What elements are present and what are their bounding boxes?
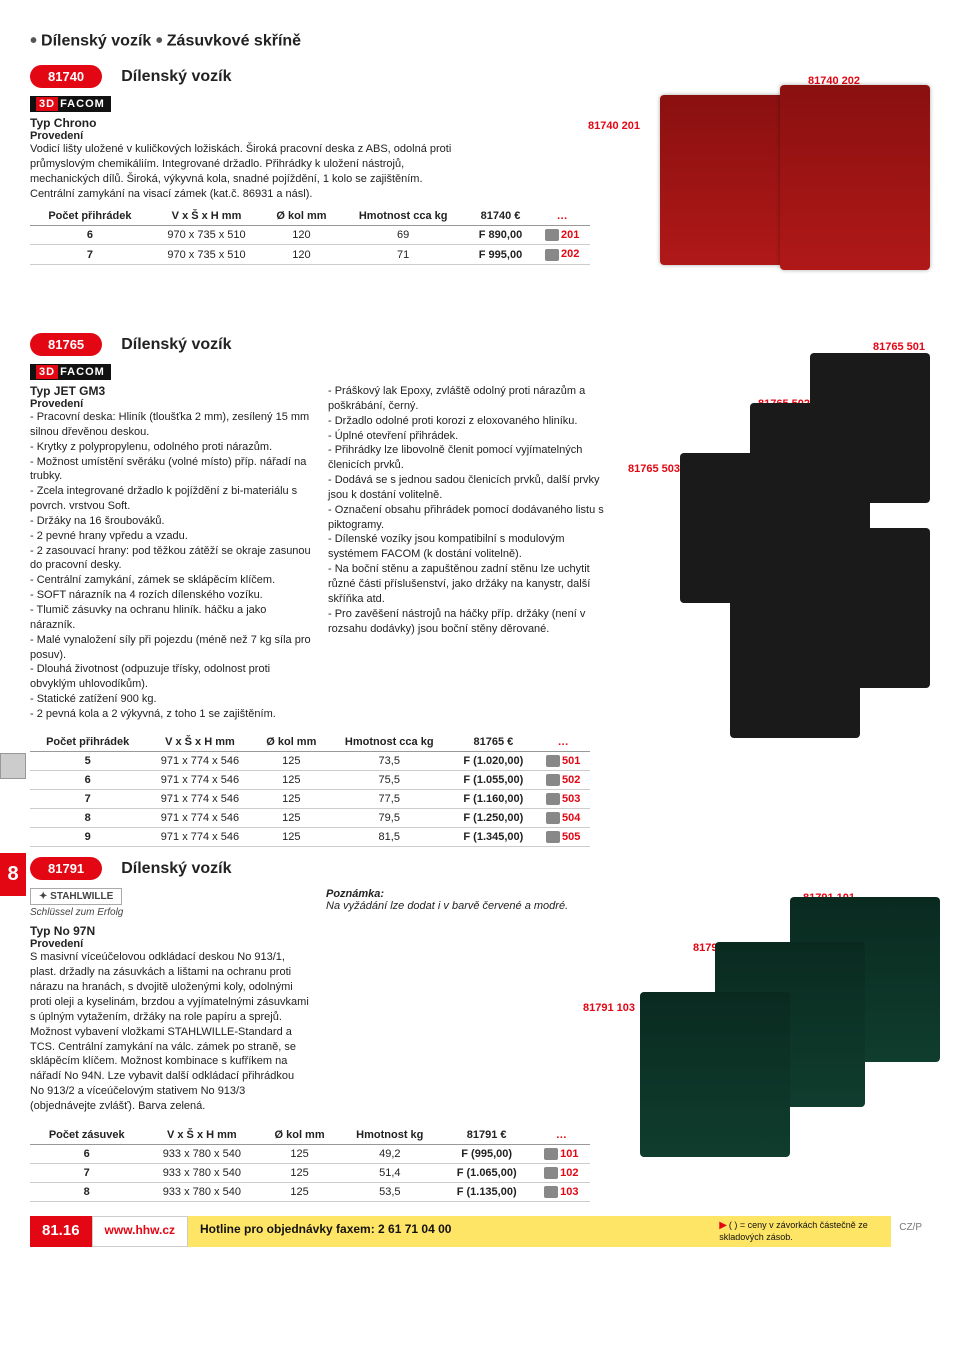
s2-th-2: Ø kol mm bbox=[255, 733, 329, 752]
title-p2: Zásuvkové skříně bbox=[167, 33, 301, 50]
s3-th-2: Ø kol mm bbox=[260, 1126, 339, 1145]
s2-l1: 81765 501 bbox=[873, 341, 925, 353]
s3-th-4: 81791 € bbox=[441, 1126, 533, 1145]
s3-th-5: … bbox=[533, 1126, 590, 1145]
s1-proved: Provedení bbox=[30, 130, 460, 142]
s2-left-desc: - Pracovní deska: Hliník (tloušťka 2 mm)… bbox=[30, 410, 312, 722]
page-footer: 81.16 www.hhw.cz Hotline pro objednávky … bbox=[30, 1216, 930, 1247]
s1-table: Počet přihrádek V x Š x H mm Ø kol mm Hm… bbox=[30, 207, 590, 264]
section1-title: Dílenský vozík bbox=[121, 68, 231, 86]
s1-typ: Typ Chrono bbox=[30, 116, 460, 130]
section2-title: Dílenský vozík bbox=[121, 336, 231, 354]
brand-facom-2: 3DFACOM bbox=[30, 364, 111, 380]
section2-code: 81765 bbox=[30, 333, 102, 356]
s2-typ: Typ JET GM3 bbox=[30, 384, 312, 398]
s3-note-b: Na vyžádání lze dodat i v barvě červené … bbox=[326, 900, 596, 912]
s3-th-0: Počet zásuvek bbox=[30, 1126, 143, 1145]
footer-price-note: ▶( ) = ceny v závorkách částečně ze skla… bbox=[711, 1216, 891, 1247]
s2-cart-5 bbox=[730, 578, 860, 738]
s1-cart-img-2 bbox=[780, 85, 930, 270]
s2-table: Počet přihrádek V x Š x H mm Ø kol mm Hm… bbox=[30, 733, 590, 847]
s1-th-5: … bbox=[534, 207, 590, 226]
footer-website[interactable]: www.hhw.cz bbox=[92, 1216, 188, 1247]
table-row: 8933 x 780 x 54012553,5F (1.135,00)103 bbox=[30, 1182, 590, 1201]
s2-th-4: 81765 € bbox=[450, 733, 536, 752]
table-row: 7971 x 774 x 54612577,5F (1.160,00)503 bbox=[30, 790, 590, 809]
chapter-tab: 8 bbox=[0, 853, 26, 896]
section3-title: Dílenský vozík bbox=[121, 860, 231, 878]
s2-th-5: … bbox=[536, 733, 590, 752]
s3-th-1: V x Š x H mm bbox=[143, 1126, 260, 1145]
title-p1: Dílenský vozík bbox=[41, 33, 151, 50]
table-row: 9971 x 774 x 54612581,5F (1.345,00)505 bbox=[30, 828, 590, 847]
s1-th-1: V x Š x H mm bbox=[150, 207, 263, 226]
s2-th-3: Hmotnost cca kg bbox=[328, 733, 450, 752]
section3-head: 81791 Dílenský vozík bbox=[30, 857, 930, 880]
s2-th-0: Počet přihrádek bbox=[30, 733, 145, 752]
s3-th-3: Hmotnost kg bbox=[339, 1126, 441, 1145]
s2-th-1: V x Š x H mm bbox=[145, 733, 254, 752]
table-row: 7933 x 780 x 54012551,4F (1.065,00)102 bbox=[30, 1163, 590, 1182]
brand-stahlwille: ✦ STAHLWILLE bbox=[30, 888, 122, 905]
table-row: 6971 x 774 x 54612575,5F (1.055,00)502 bbox=[30, 771, 590, 790]
s3-l3: 81791 103 bbox=[583, 1002, 635, 1014]
s1-desc: Vodicí lišty uložené v kuličkových ložis… bbox=[30, 142, 460, 201]
brand-facom-1: 3DFACOM bbox=[30, 96, 111, 112]
s3-table: Počet zásuvek V x Š x H mm Ø kol mm Hmot… bbox=[30, 1126, 590, 1202]
s1-th-4: 81740 € bbox=[467, 207, 535, 226]
s3-desc: S masivní víceúčelovou odkládací deskou … bbox=[30, 950, 310, 1113]
footer-hotline: Hotline pro objednávky faxem: 2 61 71 04… bbox=[188, 1216, 711, 1247]
table-row: 7970 x 735 x 51012071F 995,00202 bbox=[30, 245, 590, 264]
s1-th-3: Hmotnost cca kg bbox=[340, 207, 467, 226]
s1-th-2: Ø kol mm bbox=[263, 207, 339, 226]
s1-img-label-1: 81740 201 bbox=[588, 120, 640, 132]
side-icon bbox=[0, 753, 26, 779]
table-row: 6933 x 780 x 54012549,2F (995,00)101 bbox=[30, 1144, 590, 1163]
table-row: 6970 x 735 x 51012069F 890,00201 bbox=[30, 226, 590, 245]
s2-right-desc: - Práškový lak Epoxy, zvláště odolný pro… bbox=[328, 384, 610, 636]
table-row: 5971 x 774 x 54612573,5F (1.020,00)501 bbox=[30, 752, 590, 771]
table-row: 8971 x 774 x 54612579,5F (1.250,00)504 bbox=[30, 809, 590, 828]
s1-th-0: Počet přihrádek bbox=[30, 207, 150, 226]
s3-proved: Provedení bbox=[30, 938, 310, 950]
s3-cart-3 bbox=[640, 992, 790, 1157]
section1-code: 81740 bbox=[30, 65, 102, 88]
page-title: •Dílenský vozík •Zásuvkové skříně bbox=[30, 30, 930, 53]
footer-page-num: 81.16 bbox=[30, 1216, 92, 1247]
s2-proved: Provedení bbox=[30, 398, 312, 410]
s2-l3: 81765 503 bbox=[628, 463, 680, 475]
s3-typ: Typ No 97N bbox=[30, 924, 310, 938]
brand-stahl-sub: Schlüssel zum Erfolg bbox=[30, 907, 310, 918]
section3-code: 81791 bbox=[30, 857, 102, 880]
s3-note-h: Poznámka: bbox=[326, 888, 384, 900]
section2-head: 81765 Dílenský vozík bbox=[30, 333, 930, 356]
footer-cz: CZ/P bbox=[891, 1216, 930, 1247]
s1-cart-img-1 bbox=[660, 95, 800, 265]
